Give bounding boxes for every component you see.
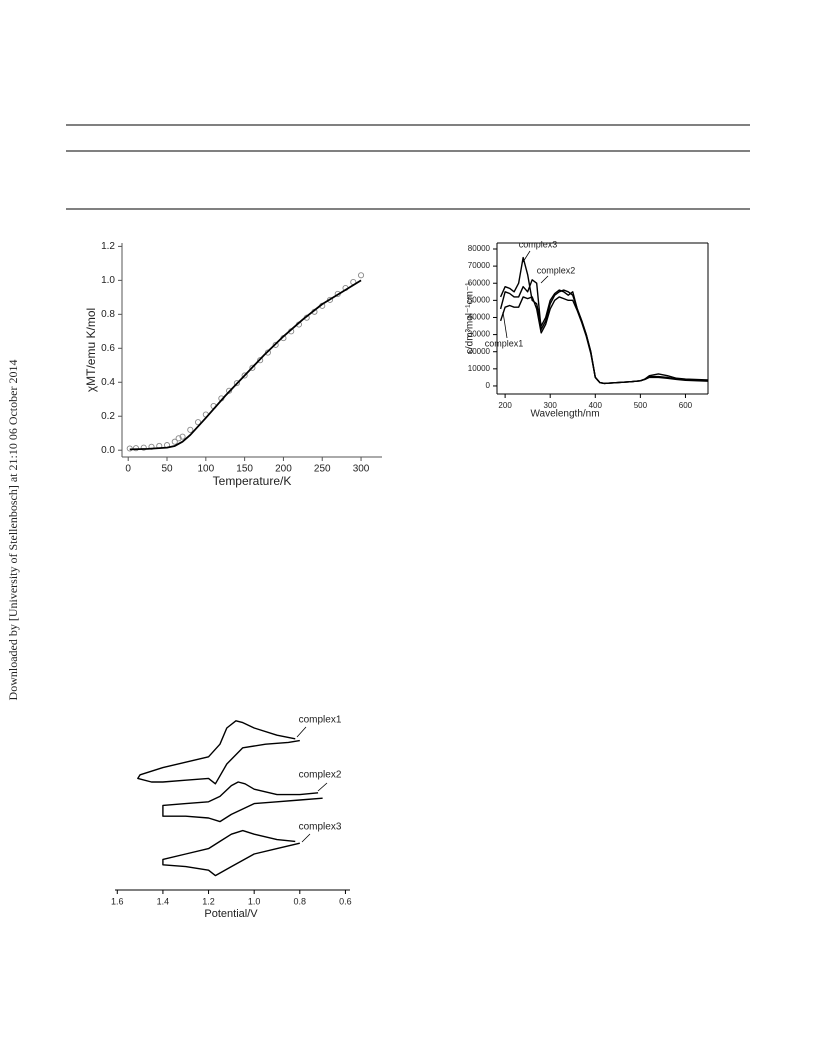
y-tick-label: 80000 xyxy=(468,244,491,253)
x-tick-label: 300 xyxy=(544,401,558,410)
label-arrow xyxy=(301,833,311,843)
x-tick-label: 100 xyxy=(197,464,214,475)
x-axis-label: Temperature/K xyxy=(213,474,292,488)
x-tick-label: 250 xyxy=(314,464,331,475)
label-arrow xyxy=(522,250,531,263)
data-point xyxy=(179,433,186,440)
y-tick-label: 70000 xyxy=(468,261,491,270)
side-note: Downloaded by [University of Stellenbosc… xyxy=(6,360,20,701)
x-tick-label: 1.2 xyxy=(202,896,215,906)
x-tick-label: 0 xyxy=(125,464,131,475)
series-line xyxy=(162,829,300,877)
series-label: complex1 xyxy=(485,338,524,348)
label-arrow xyxy=(317,782,328,792)
y-tick-label: 0.8 xyxy=(101,309,115,320)
series-line xyxy=(162,781,323,823)
x-axis-label: Potential/V xyxy=(204,908,258,920)
x-tick-label: 200 xyxy=(275,464,292,475)
y-tick-label: 1.0 xyxy=(101,275,115,286)
series-label: complex1 xyxy=(299,715,342,726)
x-tick-label: 1.0 xyxy=(248,896,261,906)
label-arrow xyxy=(502,311,508,339)
data-point xyxy=(233,380,240,387)
x-tick-label: 0.8 xyxy=(294,896,307,906)
data-point xyxy=(132,445,140,452)
x-tick-label: 150 xyxy=(236,464,253,475)
data-point xyxy=(241,372,248,379)
data-point xyxy=(249,364,256,371)
x-tick-label: 1.4 xyxy=(157,896,170,906)
y-axis-label: χMT/emu K/mol xyxy=(84,308,98,392)
x-axis-label: Wavelength/nm xyxy=(530,409,599,420)
data-point xyxy=(195,419,202,426)
y-tick-label: 20000 xyxy=(468,347,491,356)
series-label: complex3 xyxy=(299,822,342,833)
series-line xyxy=(137,720,300,785)
y-tick-label: 60000 xyxy=(468,278,491,287)
y-axis-label: ε/dm³mol⁻¹cm⁻¹ xyxy=(465,282,476,354)
x-tick-label: 200 xyxy=(498,401,512,410)
y-tick-label: 10000 xyxy=(468,364,491,373)
y-tick-label: 0.2 xyxy=(101,411,115,422)
data-point xyxy=(175,435,182,442)
series-line xyxy=(499,256,709,385)
y-tick-label: 0.4 xyxy=(101,377,115,388)
data-point xyxy=(140,444,147,451)
data-point xyxy=(187,426,194,433)
x-tick-label: 0.6 xyxy=(339,896,352,906)
y-tick-label: 0 xyxy=(486,381,491,390)
x-tick-label: 300 xyxy=(353,464,370,475)
data-point xyxy=(226,387,233,394)
data-point xyxy=(257,357,264,364)
y-tick-label: 40000 xyxy=(468,313,491,322)
data-point xyxy=(326,296,334,303)
y-tick-label: 1.2 xyxy=(101,241,115,252)
x-tick-label: 600 xyxy=(679,401,693,410)
y-tick-label: 30000 xyxy=(468,330,491,339)
series-line xyxy=(129,279,362,451)
x-tick-label: 500 xyxy=(634,401,648,410)
x-tick-label: 400 xyxy=(589,401,603,410)
x-tick-label: 50 xyxy=(161,464,173,475)
series-label: complex2 xyxy=(537,265,576,275)
label-arrow xyxy=(296,726,307,738)
x-tick-label: 1.6 xyxy=(111,896,124,906)
data-point xyxy=(264,349,271,356)
series-label: complex2 xyxy=(299,770,342,781)
label-arrow xyxy=(540,275,549,284)
data-point xyxy=(272,341,279,348)
data-point xyxy=(357,272,365,279)
y-tick-label: 0.0 xyxy=(101,445,115,456)
data-point xyxy=(171,438,178,445)
series-label: complex3 xyxy=(519,239,558,249)
y-tick-label: 50000 xyxy=(468,295,491,304)
y-tick-label: 0.6 xyxy=(101,343,115,354)
